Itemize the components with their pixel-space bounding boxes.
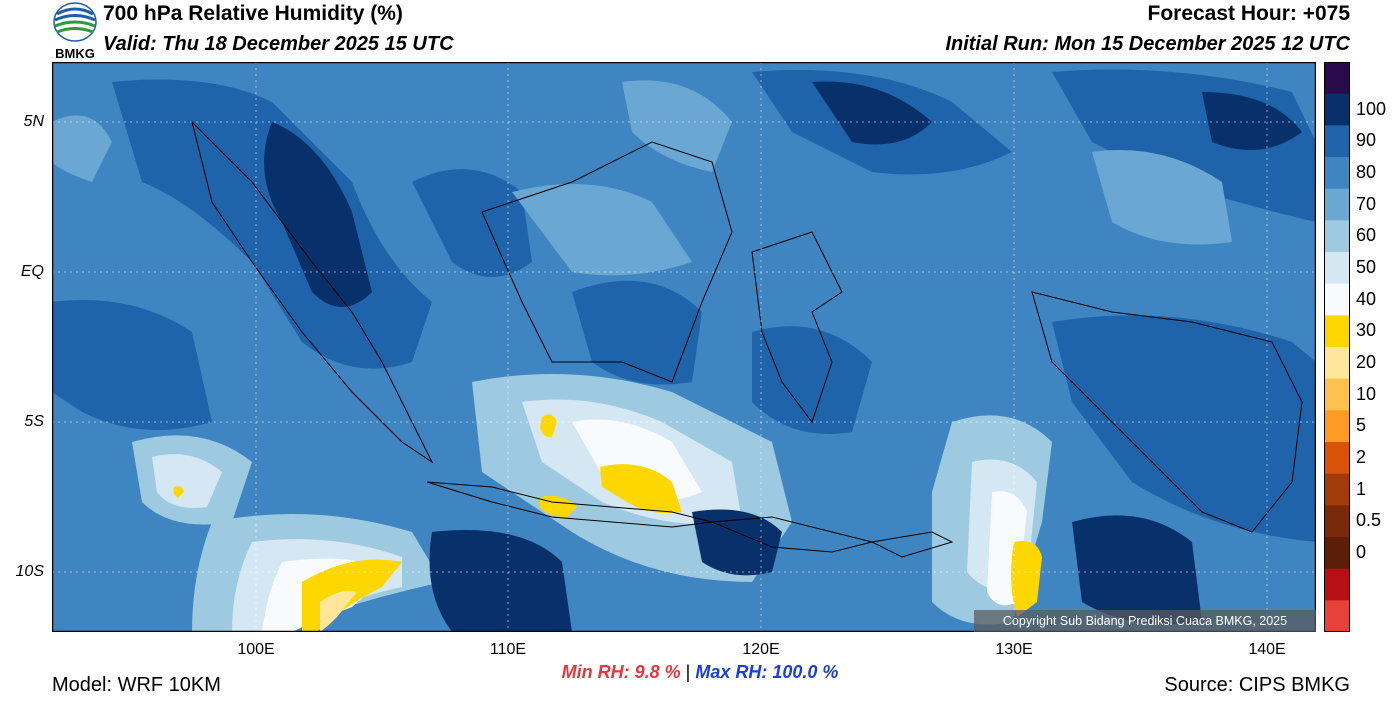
colorbar-label: 70 (1356, 193, 1377, 214)
colorbar-label: 20 (1356, 351, 1377, 372)
colorbar-label: 60 (1356, 225, 1377, 246)
lat-label-10s: 10S (15, 563, 44, 580)
colorbar-label: 90 (1356, 130, 1377, 151)
colorbar-segment (1324, 537, 1350, 570)
colorbar-label: 100 (1356, 98, 1387, 119)
lat-label-5n: 5N (23, 113, 44, 130)
colorbar-segment (1324, 315, 1350, 348)
bmkg-logo: BMKG (53, 2, 97, 60)
model-name: Model: WRF 10KM (52, 674, 221, 696)
min-rh-value: 9.8 % (634, 662, 681, 682)
max-rh-value: 100.0 % (772, 662, 839, 682)
colorbar-segment (1324, 220, 1350, 253)
data-source: Source: CIPS BMKG (1164, 674, 1350, 696)
colorbar-label: 50 (1356, 256, 1377, 277)
stats-separator: | (685, 662, 691, 682)
lon-label-100e: 100E (237, 641, 275, 658)
colorbar-segment (1324, 410, 1350, 443)
colorbar-segment (1324, 600, 1350, 632)
colorbar-segment (1324, 347, 1350, 380)
valid-time: Valid: Thu 18 December 2025 15 UTC (103, 33, 454, 55)
max-rh-label: Max RH: (695, 662, 768, 682)
colorbar-segment (1324, 125, 1350, 158)
lon-label-130e: 130E (995, 641, 1033, 658)
copyright-notice: Copyright Sub Bidang Prediksi Cuaca BMKG… (974, 610, 1316, 632)
colorbar-segment (1324, 442, 1350, 475)
colorbar-segment (1324, 62, 1350, 95)
initial-run: Initial Run: Mon 15 December 2025 12 UTC (945, 33, 1350, 55)
colorbar-label: 0 (1356, 541, 1367, 562)
colorbar-segment (1324, 188, 1350, 221)
colorbar-segment (1324, 252, 1350, 285)
colorbar-segment (1324, 378, 1350, 411)
lon-label-110e: 110E (489, 641, 527, 658)
colorbar-label: 0.5 (1356, 510, 1382, 531)
colorbar-segment (1324, 93, 1350, 126)
colorbar-label: 30 (1356, 320, 1377, 341)
colorbar-label: 1 (1356, 478, 1367, 499)
colorbar-label: 2 (1356, 446, 1367, 467)
colorbar-segment (1324, 473, 1350, 506)
min-rh-label: Min RH: (561, 662, 630, 682)
colorbar-segment (1324, 283, 1350, 316)
colorbar-segment (1324, 505, 1350, 538)
colorbar-segment (1324, 157, 1350, 190)
colorbar-segment (1324, 568, 1350, 601)
colorbar-label: 40 (1356, 288, 1377, 309)
colorbar-label: 10 (1356, 383, 1377, 404)
colorbar-label: 80 (1356, 161, 1377, 182)
forecast-hour: Forecast Hour: +075 (1147, 2, 1351, 25)
colorbar (1324, 62, 1350, 632)
rh-stats: Min RH: 9.8 % | Max RH: 100.0 % (0, 662, 1400, 683)
svg-text:BMKG: BMKG (55, 46, 95, 60)
chart-title: 700 hPa Relative Humidity (%) (103, 2, 403, 25)
lon-label-140e: 140E (1248, 641, 1286, 658)
colorbar-label: 5 (1356, 415, 1367, 436)
lon-label-120e: 120E (742, 641, 780, 658)
lat-label-eq: EQ (20, 263, 44, 280)
humidity-map (52, 62, 1316, 632)
lat-label-5s: 5S (24, 413, 44, 430)
